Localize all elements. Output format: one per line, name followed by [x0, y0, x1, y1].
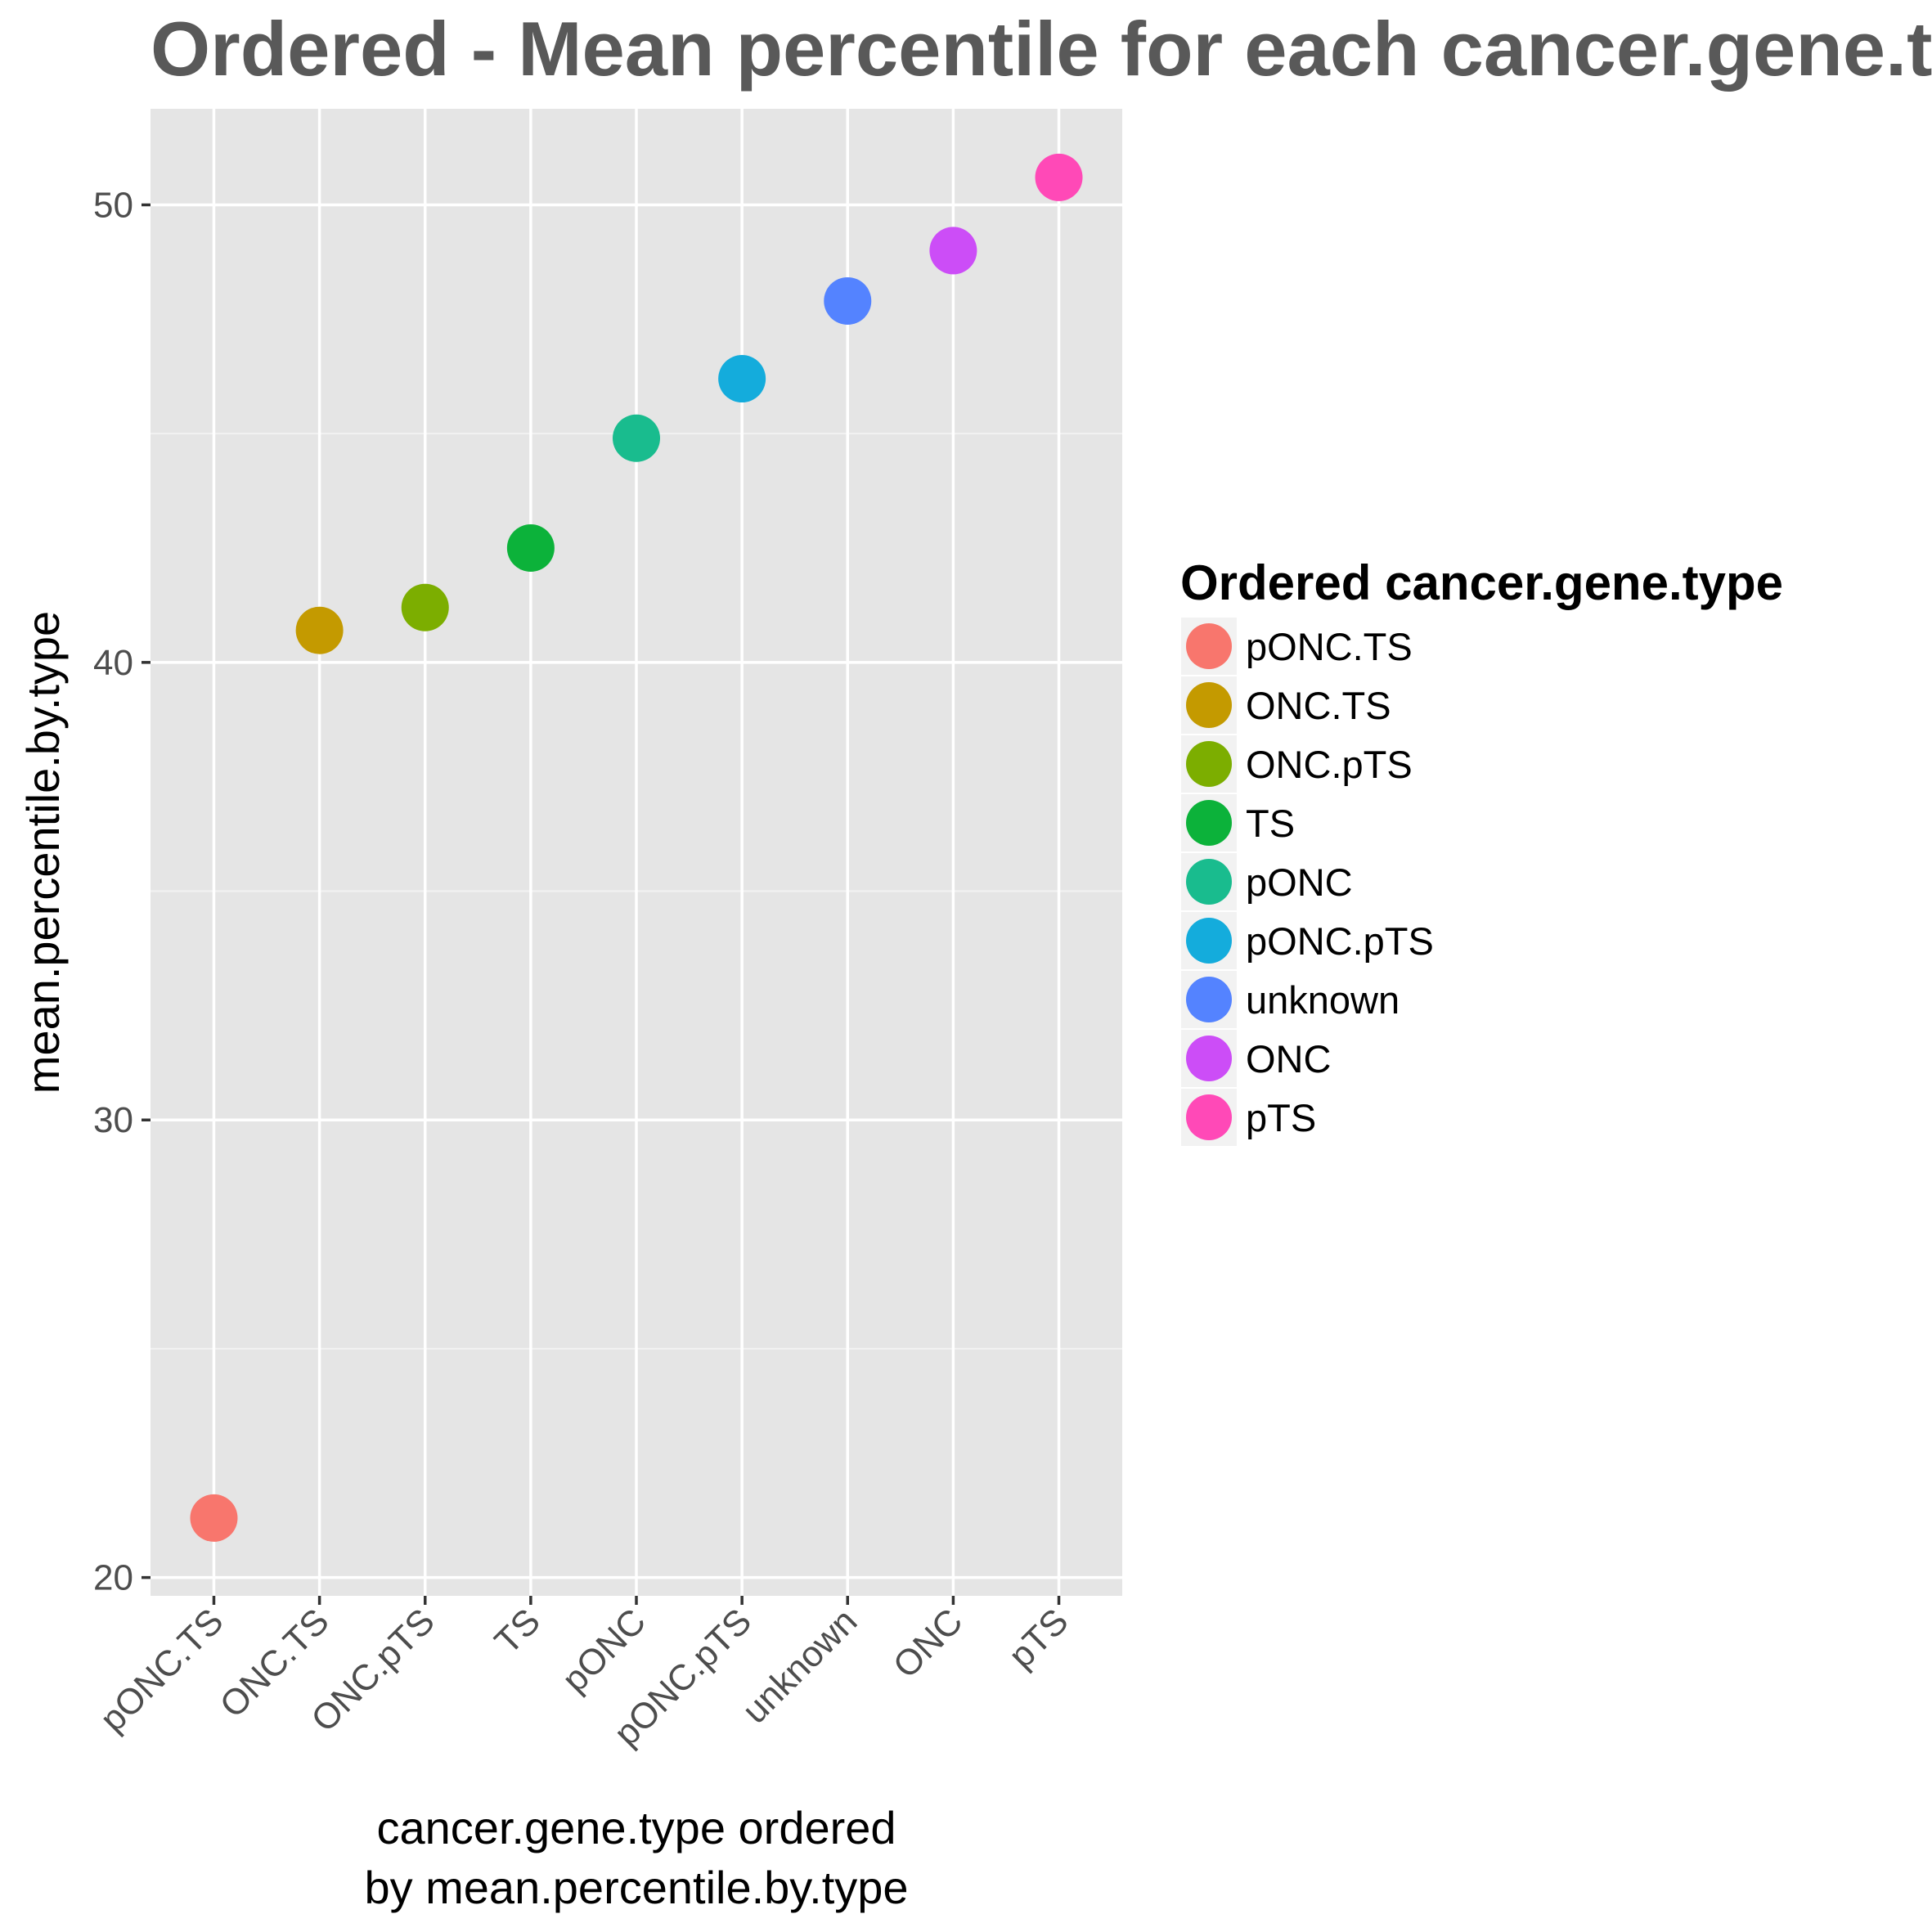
major-grid: [151, 109, 1122, 1596]
legend-label: unknown: [1246, 978, 1400, 1022]
data-point-ponc: [613, 414, 660, 462]
legend-label: ONC.pTS: [1246, 743, 1413, 786]
x-tick-label: unknown: [735, 1601, 865, 1731]
legend-swatch: [1186, 741, 1232, 787]
chart-title: Ordered - Mean percentile for each cance…: [151, 6, 1932, 92]
legend-items: pONC.TS ONC.TS ONC.pTS TS pONC pONC.pTS unknow…: [1179, 616, 1434, 1148]
legend-swatch: [1186, 800, 1232, 846]
data-point-pts: [1035, 153, 1083, 201]
x-tick-label: pONC.TS: [92, 1601, 231, 1739]
data-point-onc-ts: [295, 606, 344, 654]
legend-swatch: [1186, 1036, 1232, 1081]
x-tick-label: TS: [487, 1601, 548, 1661]
legend-label: ONC.TS: [1246, 684, 1391, 727]
y-axis: 20 30 40 50: [93, 185, 151, 1598]
data-point-unknown: [824, 276, 872, 325]
legend-label: pONC.pTS: [1246, 919, 1434, 963]
legend-swatch: [1186, 977, 1232, 1022]
data-point-ts: [506, 524, 555, 573]
legend-label: ONC: [1246, 1037, 1331, 1081]
legend-swatch: [1186, 1094, 1232, 1140]
legend-label: pONC: [1246, 860, 1353, 904]
data-point-ponc-ts: [190, 1494, 238, 1542]
data-point-onc: [929, 227, 977, 275]
x-tick-label: ONC: [886, 1601, 971, 1686]
x-axis-title-line-2: by mean.percentile.by.type: [364, 1862, 908, 1913]
y-axis-title: mean.percentile.by.type: [17, 611, 69, 1094]
legend-title: Ordered cancer.gene.type: [1180, 555, 1783, 610]
y-tick-label: 30: [93, 1100, 133, 1140]
data-point-onc-pts: [401, 583, 449, 631]
legend-label: pONC.TS: [1246, 625, 1413, 668]
x-axis-title-line-1: cancer.gene.type ordered: [376, 1802, 896, 1853]
x-tick-label: pONC: [555, 1601, 654, 1700]
legend-label: pTS: [1246, 1096, 1316, 1139]
data-point-ponc-pts: [718, 355, 766, 403]
legend-swatch: [1186, 623, 1232, 669]
x-tick-label: pTS: [1001, 1601, 1076, 1676]
y-tick-label: 20: [93, 1558, 133, 1598]
data-points: [190, 153, 1083, 1542]
legend-label: TS: [1246, 802, 1295, 845]
legend-swatch: [1186, 859, 1232, 905]
legend-swatch: [1186, 918, 1232, 964]
legend-swatch: [1186, 682, 1232, 728]
y-tick-label: 40: [93, 643, 133, 683]
y-tick-label: 50: [93, 185, 133, 225]
legend: Ordered cancer.gene.type pONC.TS ONC.TS ON…: [1179, 555, 1783, 1148]
